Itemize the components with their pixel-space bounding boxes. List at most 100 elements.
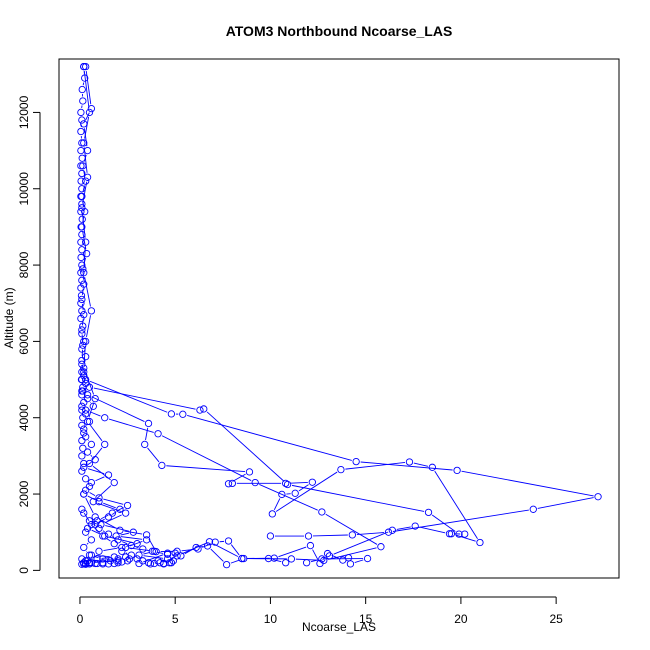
data-point (80, 337, 88, 346)
data-point (78, 406, 86, 414)
y-tick-label: 8000 (17, 251, 31, 278)
series-line-segment (95, 476, 105, 482)
series-line-segment (81, 319, 84, 326)
series-line-segment (81, 212, 86, 238)
data-point (192, 543, 200, 552)
series-line-segment (100, 514, 109, 520)
data-point (211, 538, 219, 546)
y-tick-label: 4000 (17, 404, 31, 431)
data-point (240, 554, 248, 563)
series-line-segment (117, 546, 119, 549)
data-point (91, 513, 99, 521)
x-tick-label: 15 (359, 612, 373, 626)
data-point (118, 547, 126, 555)
data-point (346, 560, 355, 568)
data-point (91, 394, 99, 403)
data-point (318, 508, 326, 516)
data-point (424, 508, 433, 517)
data-point (306, 541, 315, 550)
y-axis: 0 2000 4000 6000 8000 10000 12000 (17, 95, 41, 574)
data-point (194, 545, 202, 553)
data-point (78, 295, 86, 304)
x-tick-label: 0 (77, 612, 84, 626)
data-point (82, 375, 90, 384)
y-axis-label: Altitude (m) (2, 287, 16, 348)
data-point (77, 146, 85, 155)
data-point (238, 554, 246, 563)
series-line-segment (273, 498, 281, 511)
data-point (78, 223, 86, 231)
data-point (95, 494, 103, 502)
data-point (282, 479, 290, 488)
data-point (266, 532, 275, 540)
data-point (167, 410, 176, 418)
series-line-segment (210, 548, 224, 562)
data-point (78, 505, 86, 513)
data-point (245, 468, 254, 476)
data-point (82, 486, 90, 494)
series-line-segment (85, 112, 90, 121)
data-point (78, 116, 86, 124)
data-point (82, 249, 91, 258)
data-point (97, 520, 105, 529)
data-point (146, 560, 155, 568)
data-point (110, 540, 118, 548)
data-point (116, 505, 124, 513)
data-point (78, 368, 86, 376)
data-point (348, 531, 356, 539)
x-tick-label: 10 (264, 612, 278, 626)
series-line-segment (91, 529, 101, 535)
data-point (144, 419, 153, 428)
series-line-segment (108, 418, 154, 433)
x-tick-label: 5 (172, 612, 179, 626)
data-point (83, 391, 92, 399)
series-line-segment (434, 470, 478, 539)
series-group (77, 62, 602, 569)
data-point (316, 559, 324, 568)
data-point (82, 475, 90, 483)
data-point (148, 547, 156, 555)
data-point (82, 528, 90, 536)
data-point (363, 554, 372, 563)
data-point (104, 513, 113, 521)
data-point (79, 444, 87, 452)
x-tick-label: 20 (454, 612, 468, 626)
series-line-segment (147, 447, 160, 463)
series-line-segment (81, 288, 84, 296)
data-point (445, 530, 454, 538)
data-point (80, 509, 88, 517)
data-point (78, 467, 86, 475)
data-point (476, 538, 484, 547)
data-point (80, 62, 88, 71)
data-point (78, 307, 86, 315)
data-point (93, 517, 101, 525)
data-point (83, 394, 92, 403)
data-point (78, 555, 86, 563)
data-point (152, 548, 160, 556)
data-point (78, 261, 86, 269)
data-point (85, 383, 94, 391)
data-point (323, 549, 332, 558)
data-point (83, 417, 92, 426)
data-point (78, 356, 86, 365)
data-point (87, 104, 96, 113)
data-point (205, 538, 214, 546)
data-point (78, 391, 86, 399)
data-point (82, 560, 90, 568)
data-point (141, 440, 149, 449)
data-point (165, 559, 174, 567)
data-point (85, 108, 94, 117)
data-point (158, 461, 166, 470)
series-line-segment (106, 538, 111, 542)
data-point (93, 555, 101, 563)
data-point (78, 360, 86, 368)
data-point (80, 559, 88, 567)
data-point (135, 559, 143, 568)
data-point (80, 459, 88, 468)
series-line-segment (298, 484, 309, 492)
series-line-segment (97, 502, 122, 513)
series-line-segment (272, 559, 282, 563)
data-point (228, 479, 236, 488)
series-line-segment (89, 380, 168, 413)
series-line-segment (101, 557, 110, 559)
